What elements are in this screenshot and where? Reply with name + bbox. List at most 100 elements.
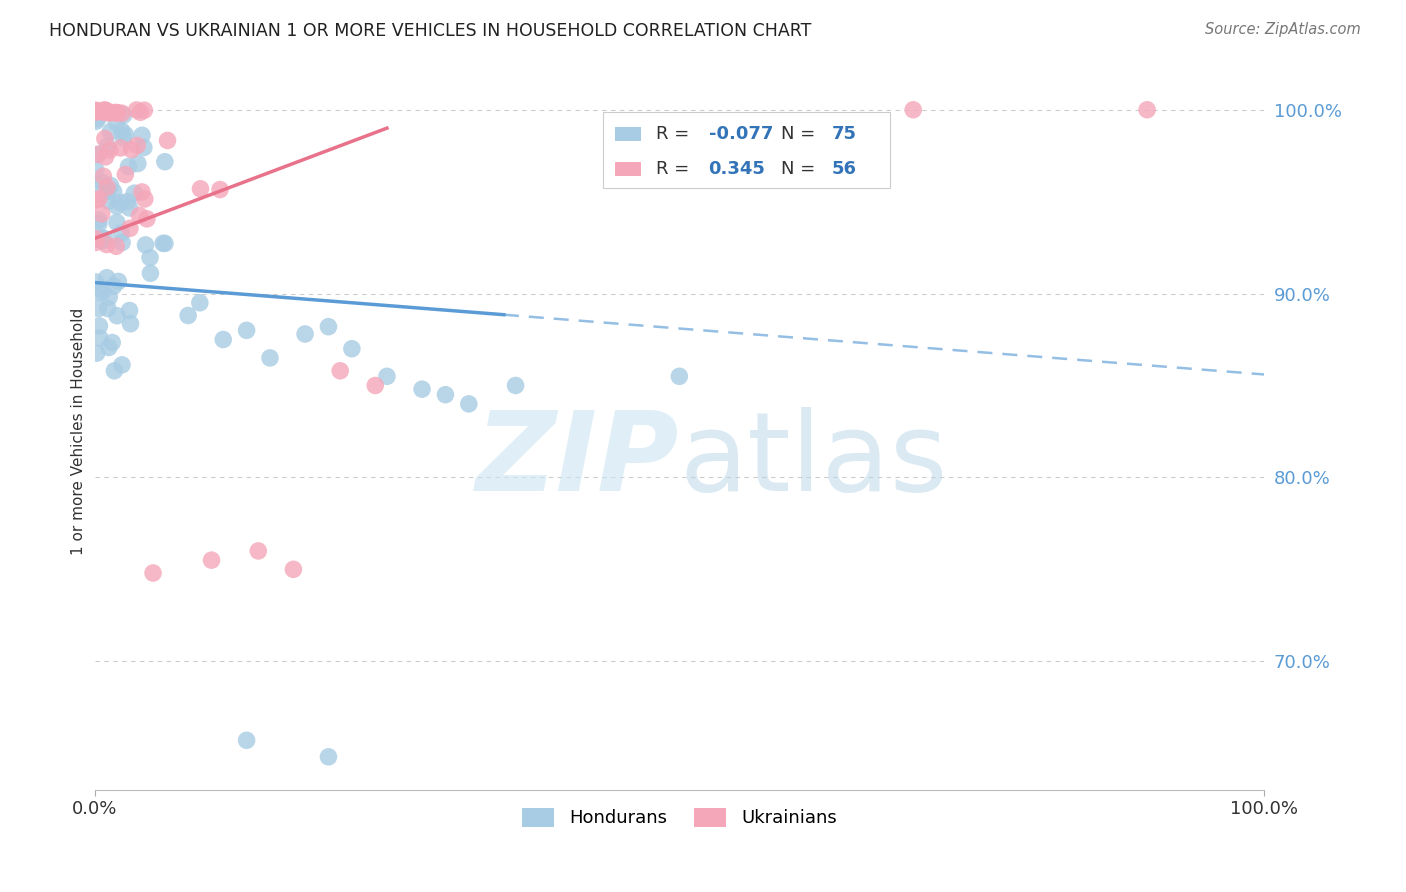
Point [127,156,149,170]
Point [117,160,139,174]
Point [212,333,235,347]
Point [110,195,132,210]
Point [97,184,120,198]
Point [86,178,108,192]
Point [105,199,128,213]
Point [98,106,121,120]
Point [153,236,176,251]
Point [86,104,108,119]
Point [87,104,110,119]
Point [84,193,107,207]
Point [120,317,142,331]
Point [190,182,212,196]
Point [111,235,134,250]
Point [87,213,110,227]
Point [112,131,135,145]
Point [103,279,125,293]
Point [84,235,107,250]
Point [318,749,340,764]
Point [84,105,107,120]
FancyBboxPatch shape [614,127,641,141]
Point [200,553,222,567]
Point [105,106,128,120]
Point [118,201,141,215]
Point [87,147,110,161]
Point [90,207,112,221]
Text: -0.077: -0.077 [709,125,773,143]
Point [93,169,115,184]
Point [105,239,128,253]
Point [94,103,117,118]
Point [125,103,148,117]
Text: N =: N = [782,125,821,143]
Point [91,176,114,190]
Point [107,105,129,120]
Point [110,141,132,155]
Point [110,226,132,240]
Point [124,186,146,201]
Point [84,275,107,289]
Point [87,217,110,231]
Point [505,378,527,392]
Point [132,140,155,154]
Point [91,234,114,248]
Text: ZIP: ZIP [475,407,679,514]
Text: R =: R = [657,161,700,178]
Point [96,270,118,285]
Point [134,192,156,206]
Point [318,319,340,334]
Point [100,178,122,193]
Point [121,143,143,157]
Point [87,301,110,316]
Point [84,232,107,246]
Point [259,351,281,365]
Point [340,342,363,356]
Point [105,215,128,229]
Point [104,105,127,120]
Point [134,238,156,252]
Point [131,128,153,143]
Text: R =: R = [657,125,700,143]
Point [127,138,149,153]
Point [90,231,112,245]
Point [235,733,257,747]
Point [96,139,118,153]
Point [411,382,433,396]
Point [103,185,125,199]
Point [152,236,174,251]
Point [87,112,110,126]
Point [105,309,128,323]
Point [118,303,141,318]
Point [247,544,270,558]
Point [96,104,118,119]
Point [134,103,156,118]
Point [177,309,200,323]
Point [188,295,211,310]
Point [135,211,157,226]
Text: HONDURAN VS UKRAINIAN 1 OR MORE VEHICLES IN HOUSEHOLD CORRELATION CHART: HONDURAN VS UKRAINIAN 1 OR MORE VEHICLES… [49,22,811,40]
Point [105,115,128,129]
Point [208,183,231,197]
Point [96,180,118,194]
Point [98,143,121,157]
Text: 75: 75 [831,125,856,143]
Point [89,331,111,345]
Point [139,266,162,280]
Text: Source: ZipAtlas.com: Source: ZipAtlas.com [1205,22,1361,37]
Point [84,163,107,178]
Point [103,364,125,378]
Point [112,108,135,122]
Point [111,358,134,372]
Point [94,150,117,164]
Text: N =: N = [782,161,821,178]
Point [84,147,107,161]
Point [98,125,121,139]
Point [903,103,925,117]
Point [97,301,120,316]
Point [457,397,479,411]
Text: 0.345: 0.345 [709,161,765,178]
Point [668,369,690,384]
Point [107,274,129,288]
Point [118,221,141,235]
Point [101,335,124,350]
